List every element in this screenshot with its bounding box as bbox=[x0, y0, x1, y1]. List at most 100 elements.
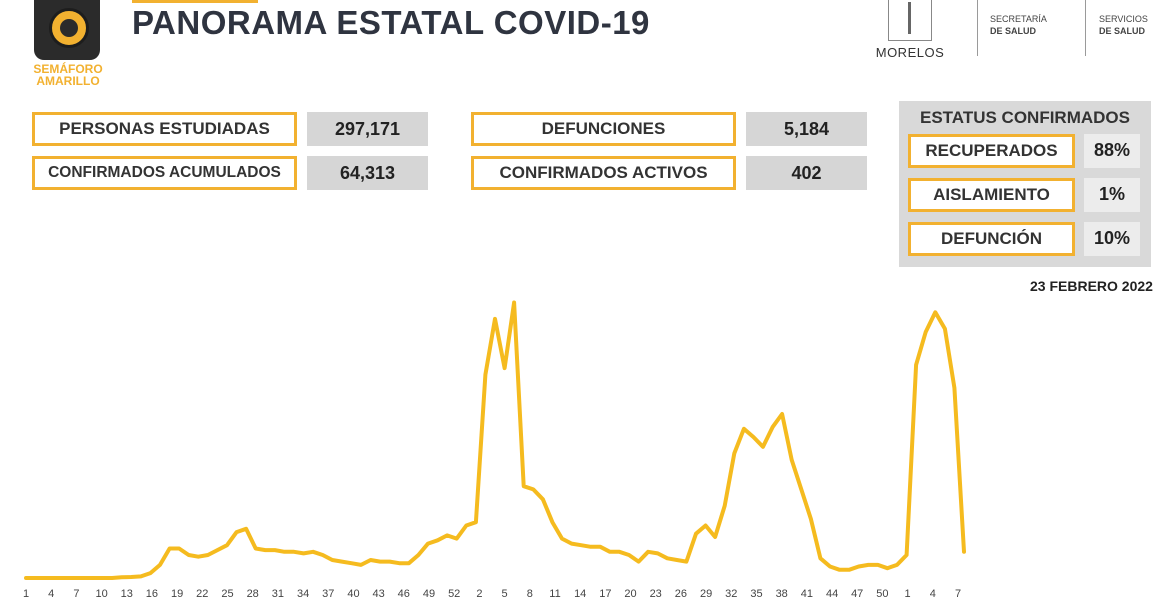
data-point bbox=[101, 576, 105, 580]
x-tick-label: 26 bbox=[675, 588, 687, 600]
data-point bbox=[522, 484, 526, 488]
data-point bbox=[895, 563, 899, 567]
data-point bbox=[541, 497, 545, 501]
data-point bbox=[388, 560, 392, 564]
secretaria-top-text: SECRETARÍA bbox=[990, 14, 1047, 24]
data-point bbox=[43, 576, 47, 580]
data-point bbox=[608, 550, 612, 554]
data-point bbox=[455, 537, 459, 541]
data-point bbox=[914, 363, 918, 367]
data-point bbox=[53, 576, 57, 580]
x-tick-label: 40 bbox=[347, 588, 359, 600]
data-point bbox=[694, 532, 698, 536]
data-point bbox=[838, 568, 842, 572]
status-recuperados-label: RECUPERADOS bbox=[908, 134, 1075, 168]
data-point bbox=[177, 547, 181, 550]
data-point bbox=[570, 542, 574, 546]
data-point bbox=[704, 524, 708, 527]
x-tick-label: 52 bbox=[448, 588, 460, 600]
x-tick-label: 7 bbox=[955, 588, 961, 600]
data-point bbox=[81, 576, 85, 580]
data-point bbox=[483, 373, 487, 377]
x-tick-label: 43 bbox=[372, 588, 384, 600]
data-point bbox=[139, 574, 143, 578]
header-divider bbox=[1085, 0, 1086, 56]
confirmados-activos-value: 402 bbox=[746, 156, 867, 190]
data-point bbox=[799, 487, 803, 491]
data-point bbox=[857, 565, 861, 568]
x-tick-label: 19 bbox=[171, 588, 183, 600]
data-point bbox=[866, 563, 870, 567]
data-point bbox=[933, 310, 937, 314]
data-point bbox=[302, 551, 306, 555]
x-tick-label: 1 bbox=[905, 588, 911, 600]
data-point bbox=[215, 548, 219, 552]
data-point bbox=[598, 545, 602, 549]
data-point bbox=[742, 427, 746, 431]
data-point bbox=[780, 412, 784, 416]
x-tick-label: 47 bbox=[851, 588, 863, 600]
data-point bbox=[273, 548, 277, 552]
data-point bbox=[168, 547, 172, 550]
data-point bbox=[436, 538, 440, 542]
data-point bbox=[34, 576, 38, 580]
data-point bbox=[206, 553, 210, 557]
x-tick-label: 4 bbox=[930, 588, 936, 600]
secretaria-bottom-text: DE SALUD bbox=[990, 26, 1037, 36]
data-point bbox=[847, 568, 851, 572]
data-point bbox=[187, 553, 191, 557]
data-point bbox=[407, 561, 411, 565]
status-aislamiento-value: 1% bbox=[1084, 178, 1140, 212]
data-point bbox=[905, 553, 909, 557]
x-tick-label: 13 bbox=[121, 588, 133, 600]
data-point bbox=[675, 558, 679, 562]
x-tick-label: 50 bbox=[876, 588, 888, 600]
data-point bbox=[464, 524, 468, 527]
data-point bbox=[560, 537, 564, 541]
x-tick-label: 5 bbox=[502, 588, 508, 600]
x-tick-label: 7 bbox=[73, 588, 79, 600]
x-tick-label: 10 bbox=[95, 588, 107, 600]
morelos-seal-icon bbox=[888, 0, 932, 41]
data-point bbox=[72, 576, 76, 580]
data-point bbox=[62, 576, 66, 580]
status-defuncion-label: DEFUNCIÓN bbox=[908, 222, 1075, 256]
series-layer bbox=[24, 300, 966, 580]
x-tick-label: 29 bbox=[700, 588, 712, 600]
data-point bbox=[828, 565, 832, 568]
data-point bbox=[359, 563, 363, 567]
data-point bbox=[254, 547, 258, 550]
data-point bbox=[818, 556, 822, 560]
data-point bbox=[196, 555, 200, 559]
x-tick-label: 23 bbox=[650, 588, 662, 600]
data-point bbox=[225, 543, 229, 547]
data-point bbox=[397, 561, 401, 565]
x-tick-label: 34 bbox=[297, 588, 309, 600]
x-tick-label: 1 bbox=[23, 588, 29, 600]
data-point bbox=[646, 550, 650, 554]
data-point bbox=[416, 553, 420, 557]
cases-line-chart: 1 4 7 10 13 16 19 22 25 28 31 34 37 40 43 46 49 52 2 5 8 11 14… bbox=[23, 300, 966, 600]
data-point bbox=[924, 330, 928, 334]
x-tick-label: 44 bbox=[826, 588, 838, 600]
semaforo-label: SEMÁFORO AMARILLO bbox=[33, 62, 103, 88]
data-point bbox=[761, 445, 765, 449]
status-defuncion-value: 10% bbox=[1084, 222, 1140, 256]
data-point bbox=[943, 327, 947, 331]
data-point bbox=[282, 550, 286, 554]
data-point bbox=[512, 301, 516, 304]
defunciones-value: 5,184 bbox=[746, 112, 867, 146]
data-point bbox=[637, 560, 641, 564]
servicios-label: SERVICIOS DE SALUD bbox=[1099, 13, 1148, 37]
data-point bbox=[809, 517, 813, 521]
x-tick-label: 28 bbox=[247, 588, 259, 600]
servicios-top-text: SERVICIOS bbox=[1099, 14, 1148, 24]
data-point bbox=[751, 435, 755, 439]
data-point bbox=[876, 563, 880, 567]
data-point bbox=[723, 504, 727, 508]
data-point bbox=[656, 551, 660, 555]
x-tick-label: 22 bbox=[196, 588, 208, 600]
data-point bbox=[369, 558, 373, 562]
data-point bbox=[790, 458, 794, 462]
data-point bbox=[110, 576, 114, 580]
